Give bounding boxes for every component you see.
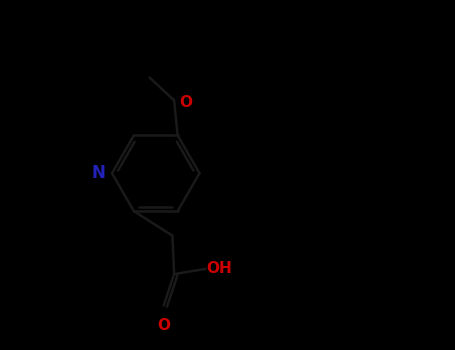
Text: OH: OH (206, 261, 232, 276)
Text: N: N (92, 164, 106, 182)
Text: O: O (179, 94, 192, 110)
Text: O: O (157, 318, 170, 333)
